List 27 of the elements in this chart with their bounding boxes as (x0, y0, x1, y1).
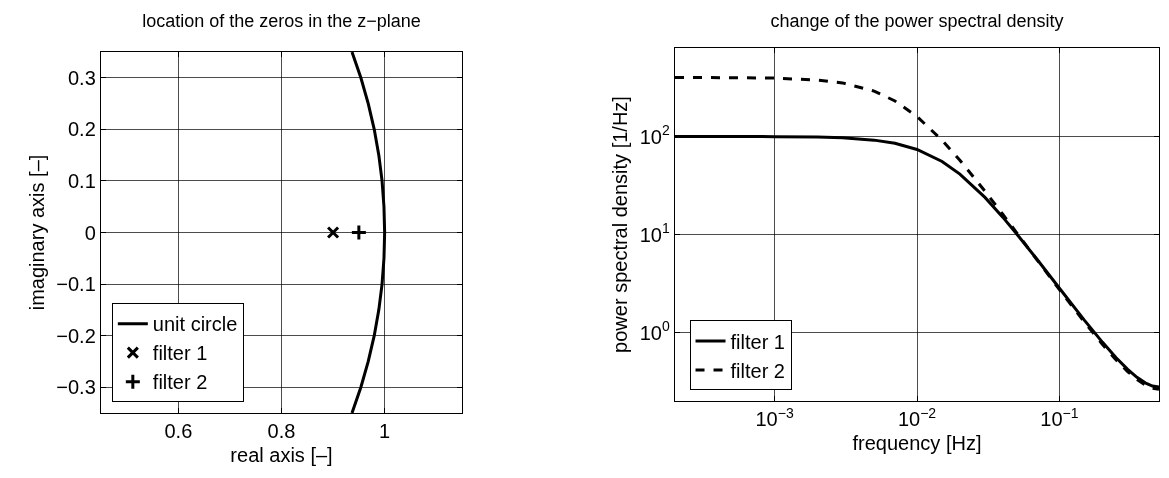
y-axis-title: imaginary axis [–] (25, 154, 48, 311)
y-tick-label: 10$^{1}$ (639, 220, 670, 246)
x-tick-label: 1 (379, 420, 391, 443)
y-tick-label: 0.3 (67, 66, 96, 89)
x-tick-label: 10$^{−3}$ (755, 404, 794, 431)
legend-label: filter 1 (730, 330, 785, 353)
x-axis-title: real axis [–] (230, 443, 333, 466)
x-tick-label: 10$^{−1}$ (1040, 404, 1079, 431)
legend-label: filter 1 (152, 342, 208, 365)
y-tick-label: 0.2 (67, 118, 96, 141)
y-tick-label: 10$^{2}$ (639, 122, 670, 148)
x-axis-title: frequency [Hz] (852, 431, 982, 454)
x-tick-label: 10$^{−2}$ (897, 404, 937, 431)
x-tick-label: 0.8 (267, 420, 296, 443)
y-tick-label: −0.3 (56, 376, 96, 399)
y-axis-title: power spectral density [1/Hz] (609, 96, 632, 353)
legend-label: filter 2 (152, 371, 208, 394)
y-tick-label: −0.2 (56, 324, 96, 347)
y-tick-label: −0.1 (56, 273, 96, 296)
legend-label: filter 2 (730, 359, 785, 382)
chart-title: change of the power spectral density (770, 10, 1064, 31)
chart-title: location of the zeros in the z−plane (142, 10, 421, 31)
y-tick-label: 10$^{0}$ (639, 318, 670, 344)
legend-label: unit circle (152, 313, 238, 336)
y-tick-label: 0.1 (67, 169, 96, 192)
x-tick-label: 0.6 (164, 420, 193, 443)
y-tick-label: 0 (84, 221, 96, 244)
